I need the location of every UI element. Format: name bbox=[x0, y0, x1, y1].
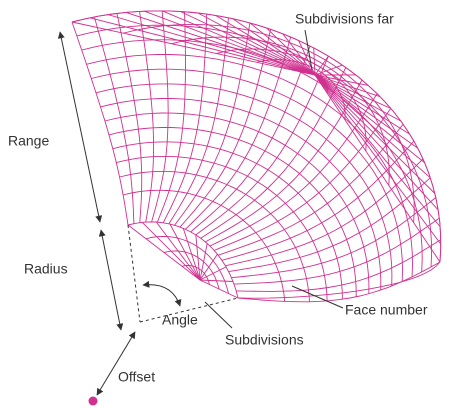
wire-line bbox=[314, 48, 315, 75]
wire-line bbox=[91, 69, 402, 281]
page: {"labels": {"subdivisions_far": "Subdivi… bbox=[0, 0, 453, 409]
angle-arrow bbox=[143, 285, 180, 306]
diagram: Subdivisions far Range Radius Angle Subd… bbox=[0, 0, 453, 409]
label: Radius bbox=[24, 261, 68, 277]
wire-line bbox=[72, 22, 128, 225]
leader-line bbox=[205, 302, 232, 328]
offset-point bbox=[89, 397, 98, 406]
wire-line bbox=[315, 75, 440, 262]
wire-line bbox=[315, 75, 435, 194]
wire-line bbox=[315, 75, 440, 227]
wireframe bbox=[72, 11, 441, 302]
label: Angle bbox=[162, 312, 198, 328]
range-arrow bbox=[60, 32, 100, 222]
wire-line bbox=[315, 75, 401, 121]
label: Face number bbox=[345, 302, 428, 318]
wire-line bbox=[222, 141, 414, 260]
wire-line bbox=[214, 108, 391, 250]
radius-guide bbox=[128, 225, 140, 322]
label: Offset bbox=[118, 369, 155, 385]
wire-line bbox=[82, 40, 423, 272]
wire-line bbox=[146, 236, 229, 293]
wire-line bbox=[105, 113, 369, 294]
wire-line bbox=[315, 75, 425, 163]
label: Subdivisions far bbox=[295, 11, 394, 27]
offset-arrow bbox=[97, 332, 135, 395]
label: Range bbox=[8, 133, 49, 149]
wire-line bbox=[126, 12, 315, 75]
label: Subdivisions bbox=[225, 332, 304, 348]
wire-line bbox=[233, 19, 315, 75]
wire-line bbox=[180, 29, 271, 227]
radius-arrow bbox=[101, 230, 121, 330]
wire-line bbox=[87, 55, 413, 277]
wire-line bbox=[196, 56, 329, 235]
wire-line bbox=[164, 251, 219, 289]
wire-line bbox=[218, 124, 403, 255]
wire-line bbox=[94, 17, 133, 224]
